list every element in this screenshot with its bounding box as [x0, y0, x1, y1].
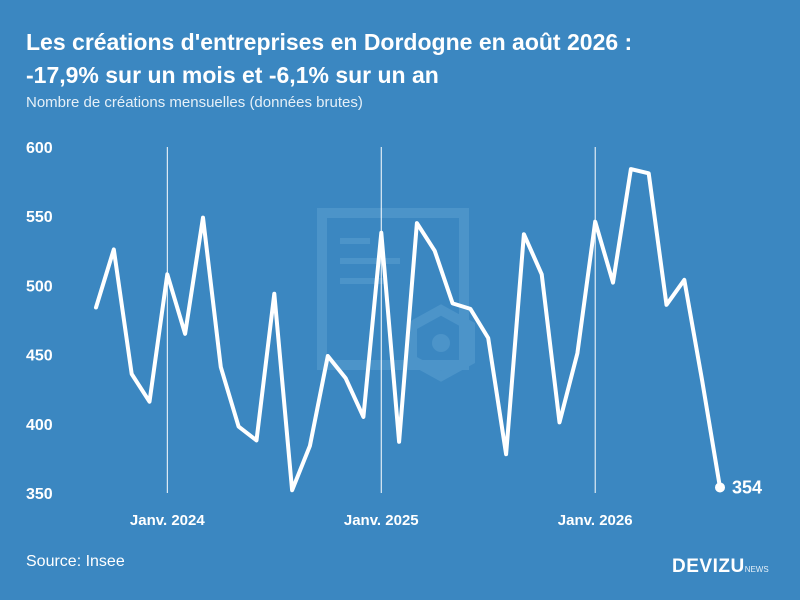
- y-tick-label: 350: [26, 486, 53, 503]
- x-tick-label: Janv. 2025: [344, 512, 419, 529]
- x-axis: Janv. 2024 Janv. 2025 Janv. 2026: [130, 512, 633, 529]
- y-tick-label: 400: [26, 417, 53, 434]
- chart-title: Les créations d'entreprises en Dordogne …: [26, 26, 786, 92]
- brand-name: DEVIZU: [672, 556, 745, 577]
- brand-suffix: NEWS: [744, 565, 769, 574]
- gridlines: [166, 147, 596, 493]
- chart-title-line-2: -17,9% sur un mois et -6,1% sur un an: [26, 62, 439, 88]
- y-tick-label: 600: [26, 140, 53, 157]
- x-tick-label: Janv. 2024: [130, 512, 205, 529]
- y-tick-label: 500: [26, 278, 53, 295]
- end-value-label: 354: [732, 477, 762, 497]
- series-line: [94, 167, 722, 493]
- y-tick-label: 550: [26, 209, 53, 226]
- chart-subtitle: Nombre de créations mensuelles (données …: [26, 94, 363, 111]
- end-point-marker: [715, 482, 725, 493]
- y-tick-label: 450: [26, 348, 53, 365]
- source-note: Source: Insee: [26, 553, 125, 570]
- x-tick-label: Janv. 2026: [558, 512, 633, 529]
- chart-title-line-1: Les créations d'entreprises en Dordogne …: [26, 29, 633, 55]
- brand-logo: DEVIZUNEWS: [672, 556, 769, 578]
- y-axis: 350 400 450 500 550 600: [26, 140, 53, 503]
